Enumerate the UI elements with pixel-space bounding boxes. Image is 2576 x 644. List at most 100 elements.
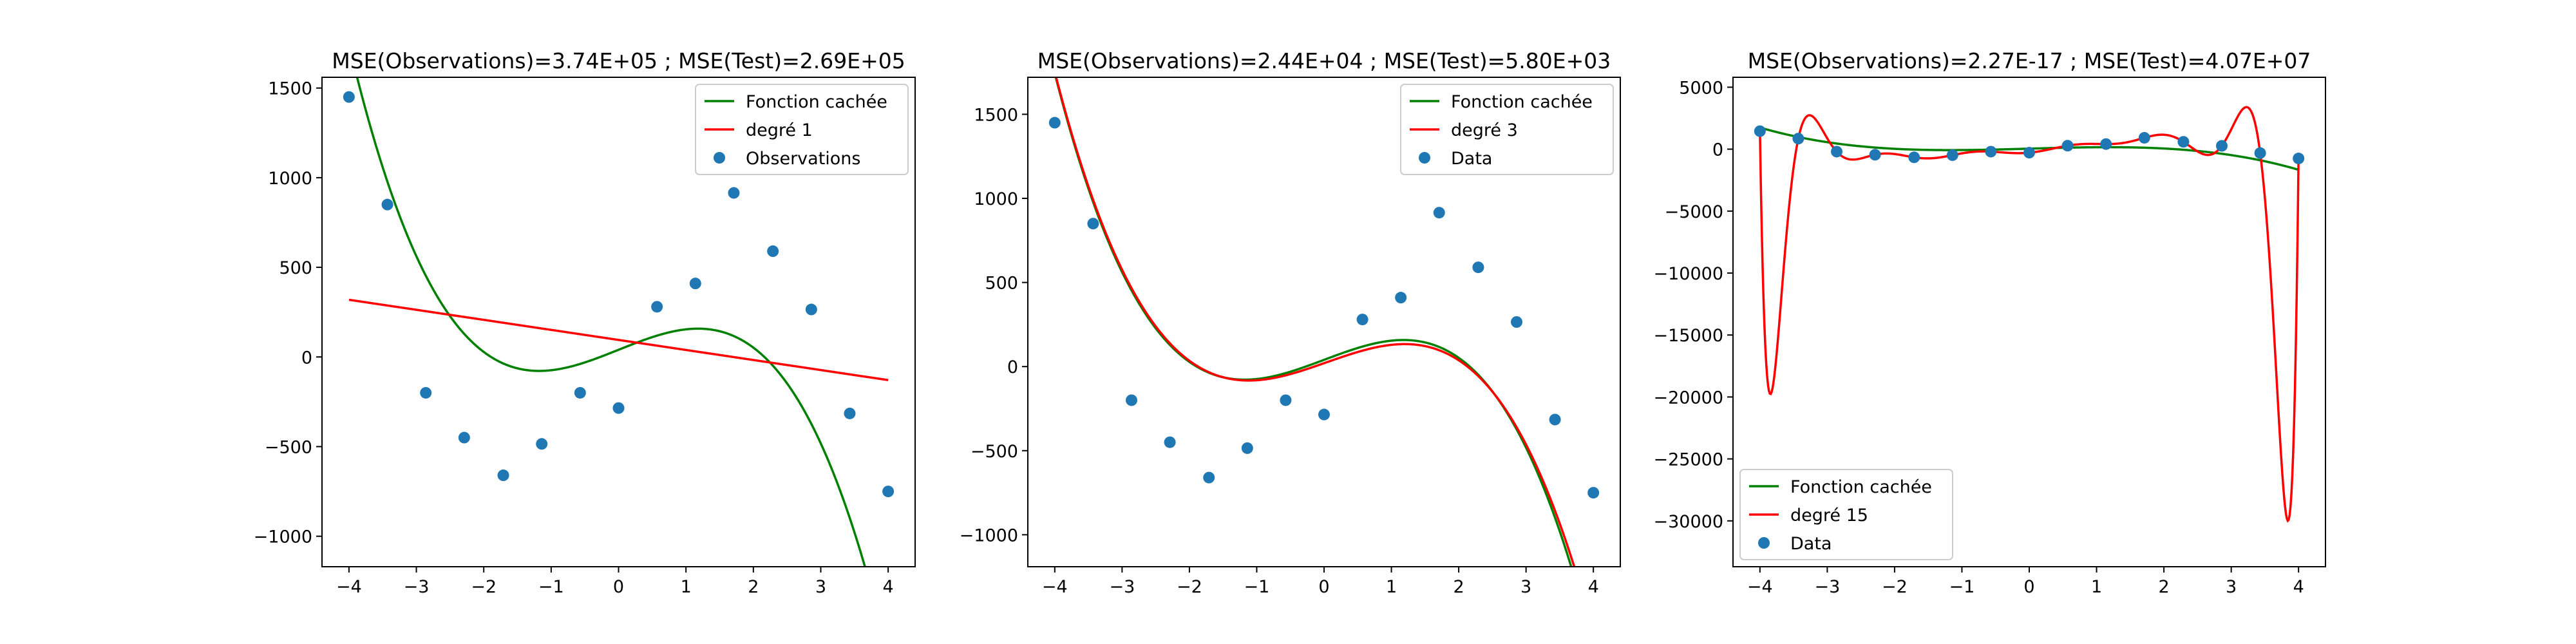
x-tick-label: 4 — [883, 577, 894, 597]
fit-line — [348, 298, 889, 381]
data-point — [2023, 147, 2035, 159]
hidden-function-line — [355, 77, 866, 567]
legend-marker — [714, 152, 725, 164]
y-tick-label: 1000 — [974, 189, 1018, 209]
legend-label: Data — [1790, 534, 1832, 554]
data-point — [651, 301, 663, 313]
legend-label: Observations — [746, 149, 860, 169]
x-tick-label: 4 — [1588, 577, 1599, 597]
subplot-3: MSE(Observations)=2.27E-17 ; MSE(Test)=4… — [1653, 48, 2326, 597]
x-tick-label: 0 — [2023, 577, 2034, 597]
x-tick-label: 2 — [748, 577, 759, 597]
y-tick-label: −20000 — [1653, 388, 1723, 408]
data-point — [1908, 151, 1920, 164]
legend-label: Fonction cachée — [1790, 477, 1932, 497]
x-tick-label: −4 — [1042, 577, 1068, 597]
x-tick-label: −3 — [1109, 577, 1135, 597]
data-point — [1985, 146, 1997, 158]
y-tick-label: 500 — [985, 274, 1018, 294]
data-point — [1831, 146, 1842, 158]
x-tick-label: −1 — [1244, 577, 1270, 597]
data-point — [1587, 487, 1600, 499]
legend: Fonction cachée degré 15 Data — [1739, 469, 1953, 560]
data-point — [2100, 138, 2112, 150]
data-point — [2138, 131, 2150, 144]
x-tick-label: 2 — [2158, 577, 2169, 597]
y-tick-label: 0 — [1007, 357, 1018, 377]
data-point — [805, 303, 817, 316]
data-point — [1318, 408, 1330, 421]
y-tick-label: 0 — [301, 348, 312, 368]
y-tick-label: −1000 — [254, 527, 312, 547]
data-point — [767, 245, 779, 258]
data-point — [882, 486, 895, 498]
x-tick-label: −3 — [1814, 577, 1840, 597]
data-point — [1126, 394, 1137, 406]
data-point — [1549, 413, 1561, 426]
y-tick-label: −10000 — [1653, 264, 1723, 284]
fit-line — [1055, 77, 1576, 567]
legend-label: Fonction cachée — [1451, 92, 1593, 112]
data-point — [497, 469, 509, 482]
legend-box — [1739, 469, 1953, 560]
x-tick-label: 1 — [681, 577, 692, 597]
x-tick-label: 3 — [815, 577, 826, 597]
legend-label: degré 15 — [1790, 506, 1868, 526]
y-tick-label: 0 — [1712, 140, 1723, 160]
y-tick-label: 1500 — [268, 79, 312, 99]
legend-label: degré 3 — [1451, 120, 1518, 140]
x-tick-label: −4 — [1747, 577, 1773, 597]
y-tick-label: −500 — [971, 442, 1018, 462]
x-tick-label: −1 — [538, 577, 564, 597]
legend-label: Data — [1451, 149, 1492, 169]
y-tick-label: 1500 — [974, 105, 1018, 125]
data-point — [2177, 136, 2190, 148]
x-tick-label: −1 — [1949, 577, 1975, 597]
y-tick-label: −15000 — [1653, 326, 1723, 346]
legend-box — [1400, 84, 1614, 175]
data-point — [1792, 133, 1804, 145]
y-tick-label: −1000 — [960, 526, 1018, 545]
plot-area — [1048, 77, 1600, 567]
axes-frame — [321, 77, 916, 567]
x-tick-label: −2 — [1882, 577, 1908, 597]
data-point — [2254, 147, 2266, 159]
plot-area — [1754, 106, 2305, 523]
axes-frame — [1027, 77, 1621, 567]
y-tick-label: −30000 — [1653, 512, 1723, 532]
y-tick-label: −500 — [265, 437, 312, 457]
data-point — [1280, 394, 1292, 406]
y-tick-label: 500 — [279, 258, 312, 278]
legend: Fonction cachée degré 1 Observations — [695, 84, 909, 175]
x-tick-label: 1 — [1386, 577, 1397, 597]
legend-label: degré 1 — [746, 120, 813, 140]
subplot-1: MSE(Observations)=3.74E+05 ; MSE(Test)=2… — [254, 48, 916, 597]
chart-title: MSE(Observations)=2.44E+04 ; MSE(Test)=5… — [1037, 48, 1611, 73]
data-point — [1203, 471, 1215, 484]
data-point — [2216, 140, 2228, 152]
x-tick-label: −2 — [471, 577, 497, 597]
data-point — [2293, 153, 2305, 165]
data-point — [381, 198, 393, 211]
data-point — [612, 402, 625, 414]
data-point — [343, 91, 355, 103]
data-point — [1946, 149, 1958, 161]
x-tick-label: 2 — [1453, 577, 1464, 597]
data-point — [458, 431, 470, 444]
x-tick-label: −2 — [1177, 577, 1202, 597]
x-tick-label: 0 — [613, 577, 624, 597]
data-point — [1241, 442, 1253, 454]
x-tick-label: 1 — [2091, 577, 2102, 597]
data-point — [844, 407, 856, 419]
y-tick-label: −25000 — [1653, 450, 1723, 470]
axes-frame — [1732, 77, 2326, 567]
data-point — [1087, 218, 1099, 230]
plot-area — [343, 77, 895, 567]
data-point — [536, 438, 548, 450]
data-point — [1472, 261, 1484, 274]
data-point — [574, 386, 586, 399]
data-point — [420, 386, 432, 399]
data-point — [1433, 207, 1445, 219]
x-tick-label: 3 — [2226, 577, 2237, 597]
